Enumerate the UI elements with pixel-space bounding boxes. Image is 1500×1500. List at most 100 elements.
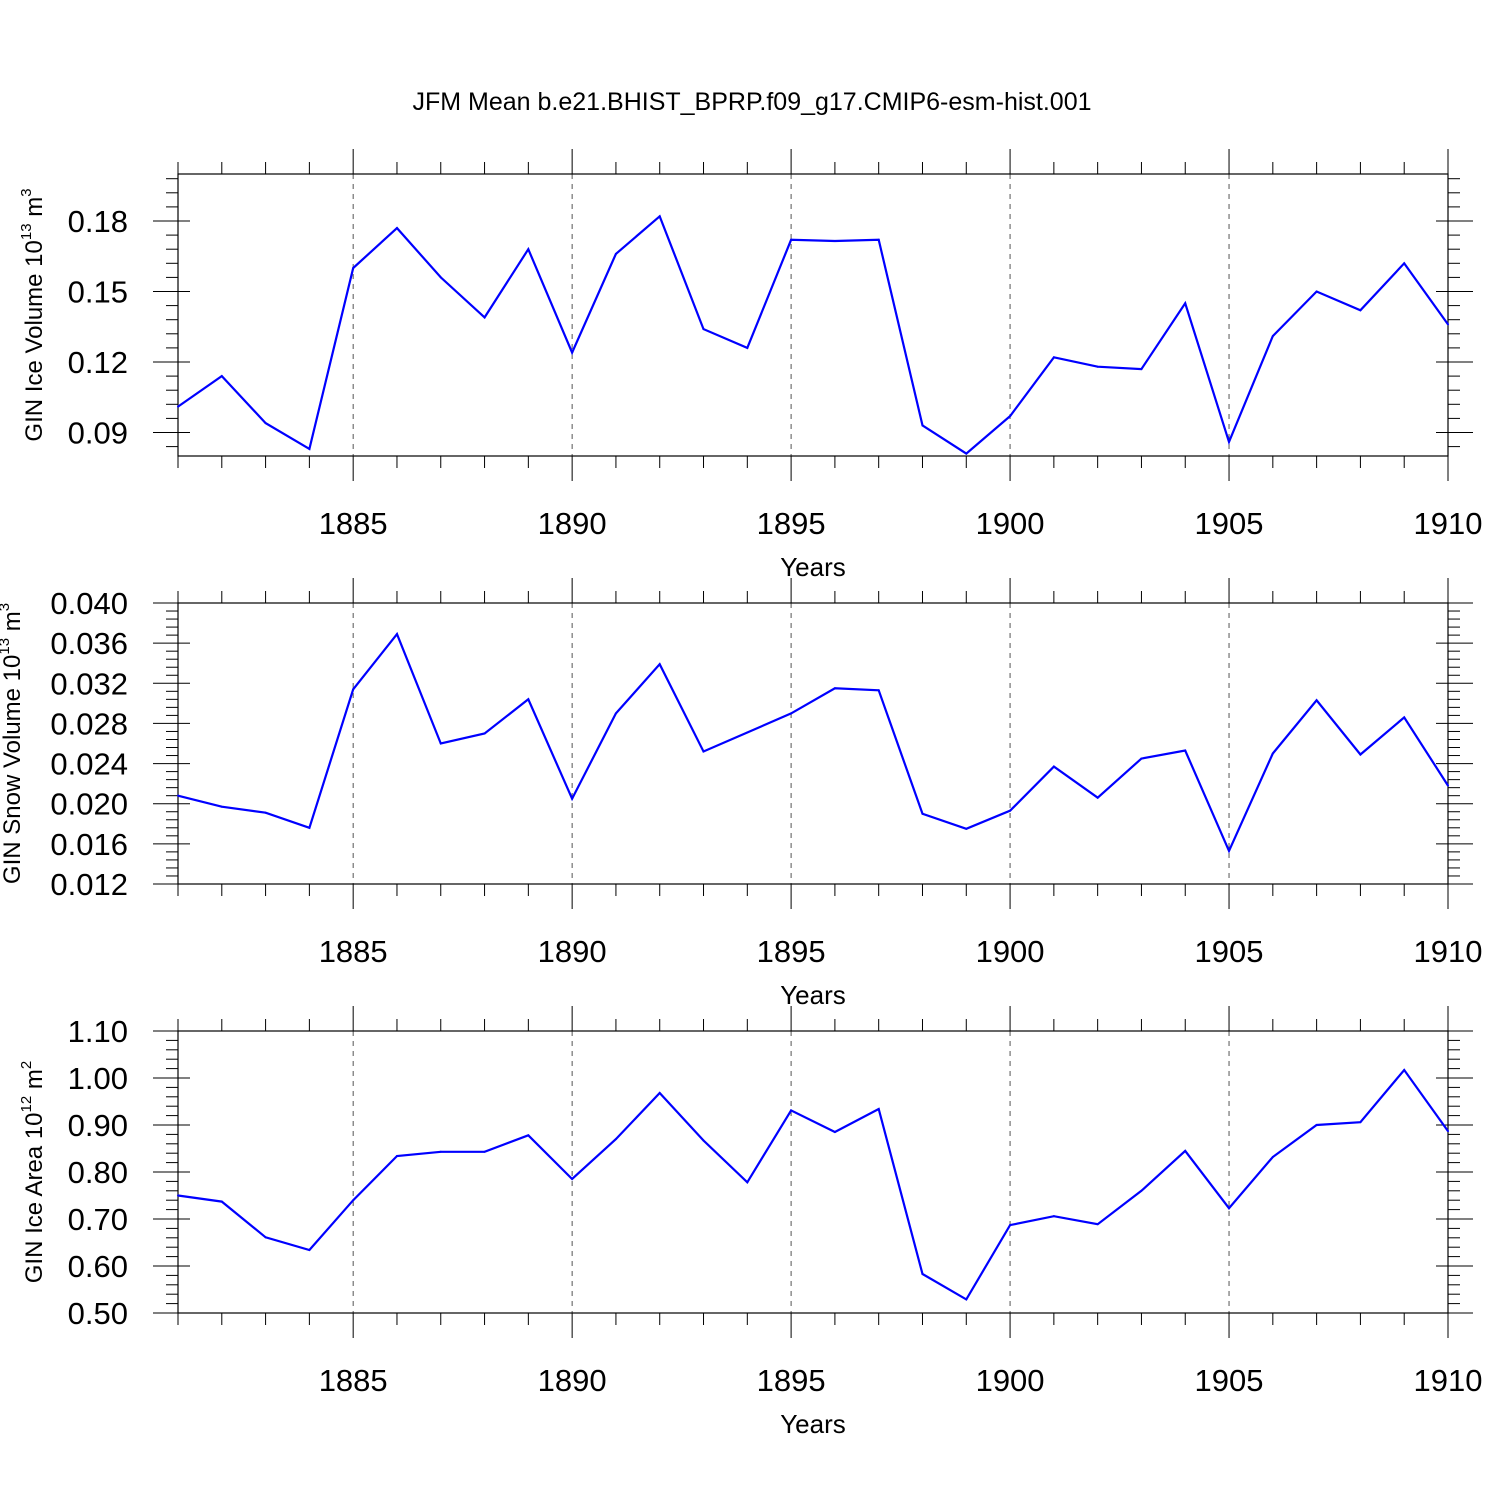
- y-tick-label: 0.60: [68, 1249, 128, 1284]
- x-tick-label: 1895: [757, 1363, 826, 1398]
- data-point: [308, 1249, 311, 1252]
- y-tick-label: 0.016: [50, 827, 128, 862]
- data-point: [1140, 1189, 1143, 1192]
- data-point: [746, 731, 749, 734]
- x-tick-label: 1900: [976, 506, 1045, 541]
- data-point: [571, 351, 574, 354]
- x-tick-label: 1910: [1414, 506, 1483, 541]
- y-tick-label: 0.036: [50, 626, 128, 661]
- data-point: [1184, 302, 1187, 305]
- data-point: [1184, 749, 1187, 752]
- data-point: [614, 1138, 617, 1141]
- data-point: [790, 712, 793, 715]
- y-tick-label: 0.18: [68, 204, 128, 239]
- data-point: [177, 794, 179, 797]
- data-point: [658, 215, 661, 218]
- data-point: [833, 1131, 836, 1134]
- data-point: [1052, 356, 1055, 359]
- x-tick-label: 1890: [538, 506, 607, 541]
- data-point: [483, 1150, 486, 1153]
- data-point: [1096, 796, 1099, 799]
- data-point: [571, 1178, 574, 1181]
- data-point: [658, 663, 661, 666]
- data-point: [1140, 368, 1143, 371]
- plot-frame: [177, 1030, 1449, 1314]
- data-point: [790, 1109, 793, 1112]
- y-tick-label: 0.024: [50, 747, 128, 782]
- data-point: [965, 1298, 968, 1301]
- y-tick-label: 0.028: [50, 706, 128, 741]
- data-point: [965, 452, 968, 455]
- x-tick-label: 1890: [538, 1363, 607, 1398]
- data-point: [220, 375, 223, 378]
- data-point: [527, 1134, 530, 1137]
- data-point: [308, 447, 311, 450]
- y-tick-label: 0.012: [50, 867, 128, 902]
- x-tick-label: 1885: [319, 1363, 388, 1398]
- data-point: [527, 698, 530, 701]
- data-point: [527, 248, 530, 251]
- data-point: [264, 811, 267, 814]
- data-point: [439, 1150, 442, 1153]
- data-point: [1359, 753, 1362, 756]
- data-point: [877, 1108, 880, 1111]
- plot-frame: [177, 602, 1449, 885]
- data-point: [1315, 290, 1318, 293]
- data-point: [1052, 765, 1055, 768]
- x-tick-label: 1890: [538, 934, 607, 969]
- data-point: [1096, 1223, 1099, 1226]
- data-point: [1009, 809, 1012, 812]
- data-point: [658, 1092, 661, 1095]
- x-tick-label: 1900: [976, 934, 1045, 969]
- data-point: [702, 1139, 705, 1142]
- data-point: [1184, 1149, 1187, 1152]
- series-line: [177, 631, 1449, 854]
- data-point: [965, 827, 968, 830]
- x-tick-label: 1910: [1414, 1363, 1483, 1398]
- y-tick-label: 0.12: [68, 345, 128, 380]
- data-point: [1228, 1207, 1231, 1210]
- data-point: [352, 267, 355, 269]
- y-tick-label: 0.020: [50, 787, 128, 822]
- data-point: [1315, 699, 1318, 702]
- data-point: [264, 422, 267, 425]
- data-point: [702, 328, 705, 331]
- y-axis-label: GIN Snow Volume 1013 m3: [0, 603, 26, 884]
- data-point: [1403, 262, 1406, 265]
- data-point: [833, 687, 836, 690]
- plot-frame: [177, 173, 1449, 457]
- data-point: [1009, 1224, 1012, 1227]
- data-point: [220, 805, 223, 808]
- x-tick-label: 1905: [1195, 506, 1264, 541]
- series-line: [177, 1068, 1449, 1301]
- y-tick-label: 0.70: [68, 1202, 128, 1237]
- data-point: [614, 252, 617, 255]
- data-point: [439, 742, 442, 745]
- data-point: [1447, 323, 1449, 326]
- x-axis-label: Years: [780, 552, 846, 582]
- data-point: [177, 1194, 179, 1197]
- data-point: [790, 238, 793, 241]
- y-tick-label: 0.032: [50, 666, 128, 701]
- data-point: [1447, 784, 1449, 787]
- data-point: [921, 424, 924, 427]
- y-tick-label: 0.90: [68, 1108, 128, 1143]
- data-point: [1271, 335, 1274, 338]
- data-point: [1359, 309, 1362, 312]
- y-tick-label: 0.80: [68, 1155, 128, 1190]
- y-tick-label: 0.09: [68, 416, 128, 451]
- data-point: [1447, 1130, 1449, 1133]
- data-point: [921, 812, 924, 815]
- x-tick-label: 1910: [1414, 934, 1483, 969]
- data-point: [921, 1272, 924, 1275]
- series-line: [177, 214, 1449, 455]
- data-point: [483, 316, 486, 319]
- x-tick-label: 1885: [319, 506, 388, 541]
- data-point: [308, 826, 311, 829]
- y-tick-label: 0.15: [68, 275, 128, 310]
- x-axis-label: Years: [780, 980, 846, 1010]
- data-point: [1403, 716, 1406, 719]
- y-tick-label: 0.040: [50, 586, 128, 621]
- data-point: [352, 1199, 355, 1202]
